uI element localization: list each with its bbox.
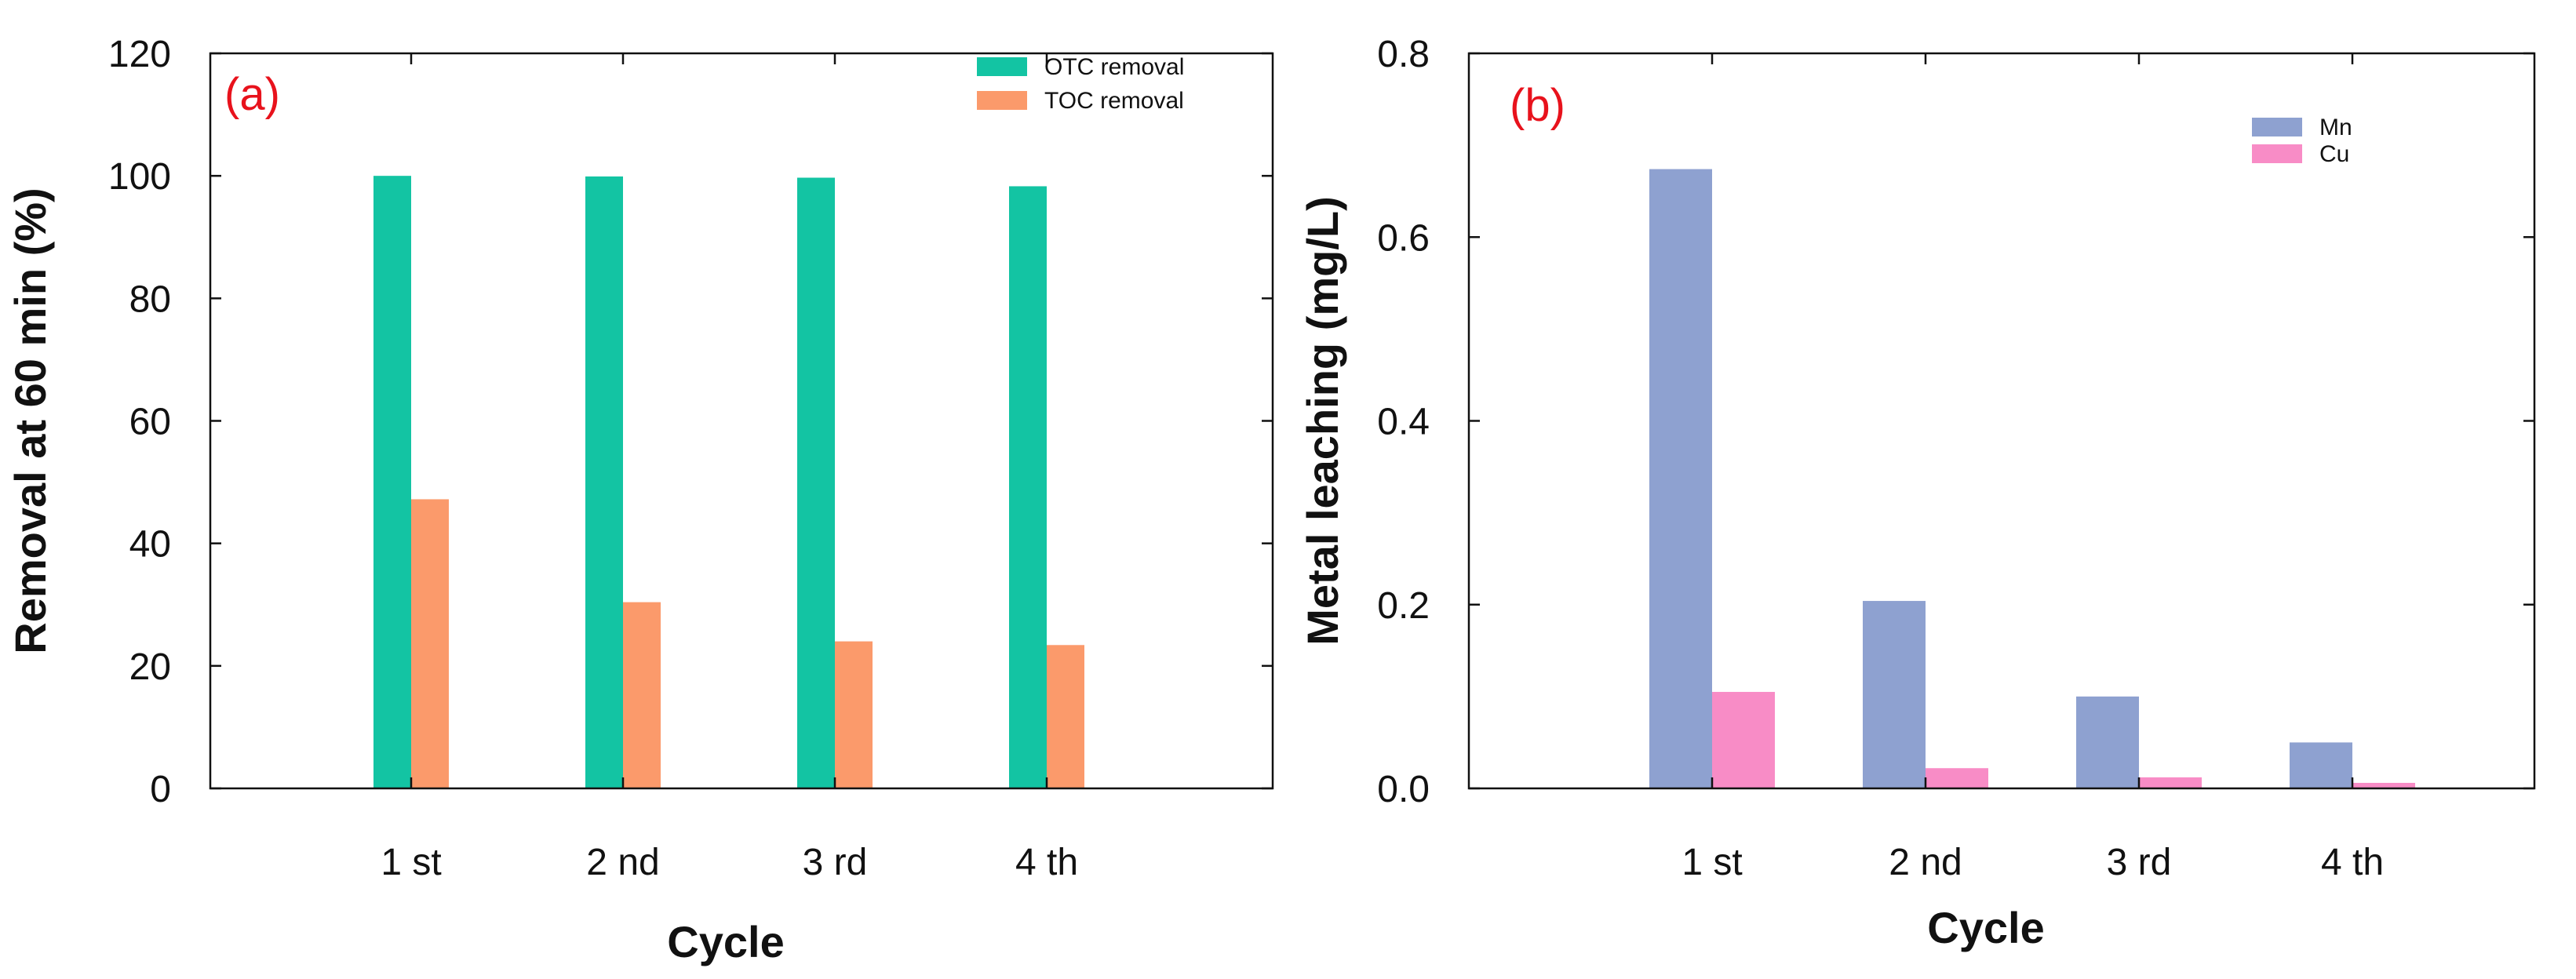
- bar-cu-2: [1926, 768, 1988, 788]
- x-axis-title: Cycle: [1927, 903, 2044, 952]
- legend-label: Cu: [2319, 141, 2349, 167]
- y-tick-label: 40: [129, 524, 171, 566]
- chart-panel-a: 0 20 40 60 80 100 120 1 st 2 nd 3 rd 4 th Removal a…: [5, 34, 1274, 966]
- plot-frame: [209, 52, 1274, 790]
- x-axis-title: Cycle: [667, 917, 784, 966]
- y-tick-label: 0: [150, 769, 171, 810]
- y-tick-label: 80: [129, 278, 171, 320]
- bar-cu-1: [1712, 692, 1775, 788]
- y-tick-label: 20: [129, 646, 171, 688]
- bar-mn-4: [2290, 742, 2352, 788]
- x-tick-label: 3 rd: [803, 842, 868, 883]
- legend-swatch-cu: [2252, 144, 2302, 163]
- x-tick-label: 4 th: [1015, 842, 1078, 883]
- legend-label: Mn: [2319, 115, 2352, 140]
- legend-label: TOC removal: [1044, 88, 1184, 114]
- bar-mn-3: [2076, 696, 2139, 788]
- y-tick-label: 0.6: [1377, 217, 1430, 259]
- bar-cu-4: [2352, 782, 2415, 788]
- bar-toc-removal-4: [1047, 645, 1084, 788]
- x-tick-label: 4 th: [2321, 842, 2384, 883]
- y-axis-title: Removal at 60 min (%): [5, 187, 55, 653]
- bar-otc-removal-4: [1009, 186, 1047, 789]
- chart-panel-b: 0.0 0.2 0.4 0.6 0.8 1 st 2 nd 3 rd 4 th Metal lea…: [1298, 34, 2536, 952]
- y-tick-label: 0.2: [1377, 585, 1430, 627]
- panel-label: (a): [224, 69, 280, 120]
- y-tick-label: 0.0: [1377, 769, 1430, 810]
- legend-swatch-otc-removal: [977, 57, 1027, 76]
- x-tick-label: 1 st: [381, 842, 441, 883]
- y-tick-label: 0.4: [1377, 402, 1430, 443]
- legend-swatch-toc-removal: [977, 91, 1027, 110]
- y-tick-label: 60: [129, 402, 171, 443]
- bar-otc-removal-3: [797, 177, 835, 789]
- plot-frame: [1467, 52, 2536, 790]
- bar-toc-removal-2: [623, 602, 661, 788]
- bar-otc-removal-1: [373, 176, 411, 788]
- bar-mn-2: [1863, 601, 1926, 788]
- x-tick-label: 1 st: [1682, 842, 1742, 883]
- panel-label: (b): [1510, 80, 1565, 131]
- bar-toc-removal-3: [835, 641, 873, 788]
- bar-mn-1: [1649, 169, 1712, 788]
- bar-otc-removal-2: [585, 176, 623, 788]
- y-tick-label: 100: [108, 156, 171, 198]
- y-axis-title: Metal leaching (mg/L): [1298, 196, 1347, 646]
- legend-swatch-mn: [2252, 118, 2302, 136]
- bar-toc-removal-1: [411, 499, 449, 788]
- y-tick-label: 120: [108, 34, 171, 75]
- x-tick-label: 2 nd: [586, 842, 659, 883]
- legend-label: OTC removal: [1044, 54, 1184, 80]
- x-tick-label: 2 nd: [1889, 842, 1962, 883]
- x-tick-label: 3 rd: [2107, 842, 2172, 883]
- bar-cu-3: [2139, 777, 2202, 788]
- y-tick-label: 0.8: [1377, 34, 1430, 75]
